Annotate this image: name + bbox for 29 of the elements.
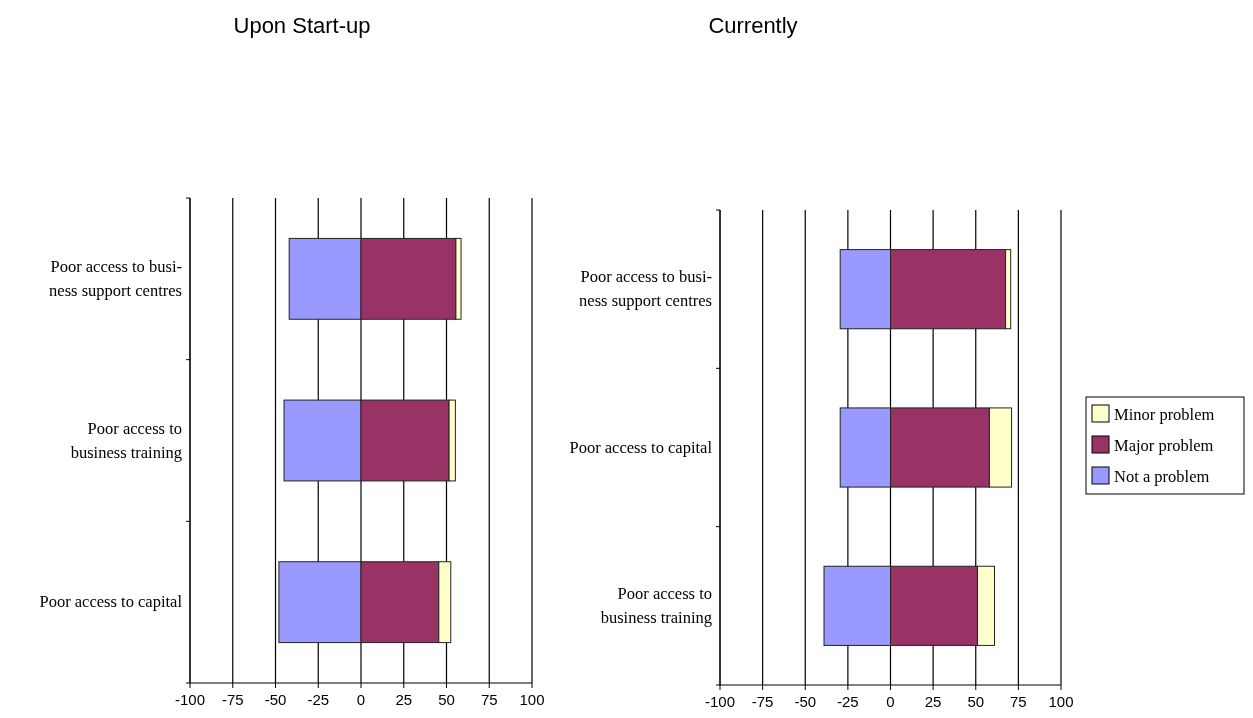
x-tick-label: 0 [356,691,366,708]
x-tick-label: 25 [395,691,413,708]
x-tick-label: 25 [924,693,942,710]
x-tick-label: -100 [704,693,736,710]
x-tick-label: 100 [1048,693,1074,710]
legend-label: Not a problem [1114,467,1210,486]
y-tick-label: Poor access to busi- ness support centres [49,256,182,300]
x-tick-label: 50 [967,693,985,710]
y-tick-label: Poor access to busi- ness support centres [579,267,712,311]
x-tick-label: -75 [751,693,774,710]
x-tick-label: -50 [264,691,287,708]
x-tick-label: -25 [837,693,859,710]
y-tick-label: Poor access to business training [70,418,182,462]
x-tick-label: -100 [174,691,206,708]
y-tick-label: Poor access to capital [569,437,713,457]
x-tick-label: 0 [886,693,895,710]
chart-title: Upon Start-up [233,13,371,38]
x-tick-label: -50 [794,693,817,710]
x-tick-label: 100 [519,691,545,708]
legend-label: Major problem [1114,436,1214,455]
chart-title: Currently [708,13,798,38]
y-tick-label: Poor access to business training [600,583,712,627]
y-tick-label: Poor access to capital [39,592,183,612]
x-tick-label: 75 [1010,693,1027,710]
x-tick-label: 75 [480,691,498,708]
x-tick-label: 50 [438,691,455,708]
x-tick-label: -75 [221,691,244,708]
x-tick-label: -25 [307,691,330,708]
legend-label: Minor problem [1114,405,1215,424]
